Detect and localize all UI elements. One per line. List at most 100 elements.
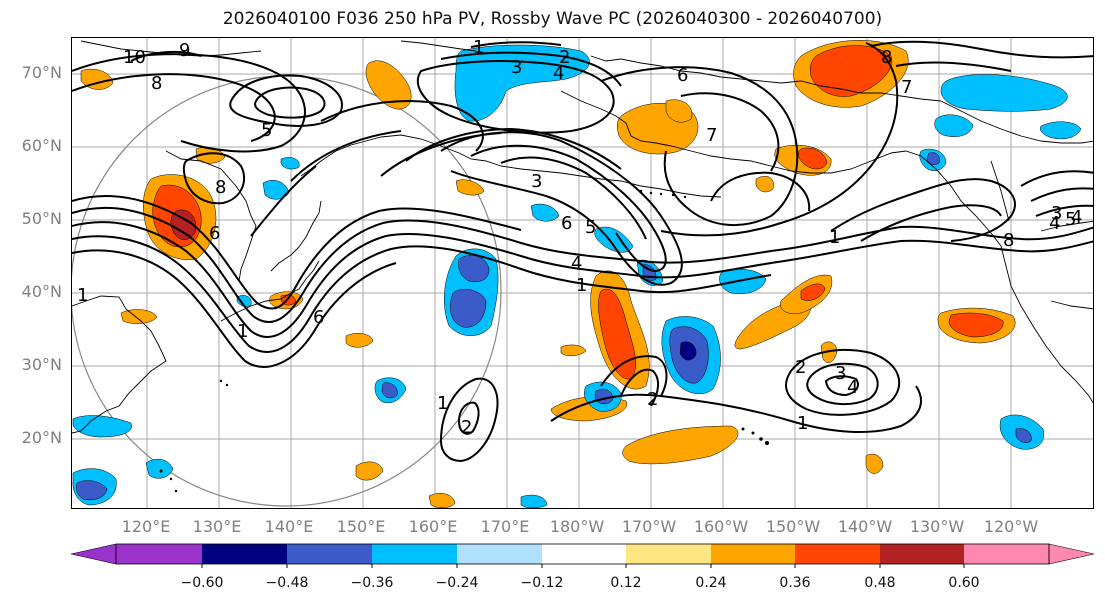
pv-contours	[72, 40, 1093, 463]
contour-north-3	[130, 50, 202, 62]
anomaly-positive-bering-small	[665, 99, 693, 123]
contour-labels: 10 9 8 1 2 3 4 7 8 7 6 5 3 6 5 4 1 6 8 1…	[77, 38, 1082, 438]
colorbar-outline	[115, 543, 1050, 565]
anomaly-positive-south-small	[355, 461, 384, 481]
contour-west-pac-3	[250, 165, 317, 237]
contour-label: 3	[531, 171, 542, 192]
contour-label: 5	[1065, 209, 1076, 230]
contour-ne-2	[895, 61, 1012, 72]
contour-label: 6	[209, 223, 220, 244]
colorbar-cell-2	[202, 544, 287, 564]
anomaly-negative-central-pacific-max	[679, 341, 697, 361]
anomaly-positive-small-sea	[560, 344, 587, 356]
contour-label: 2	[647, 389, 658, 410]
contour-label: 10	[123, 47, 146, 68]
anomaly-positive-kuril	[455, 179, 485, 196]
contour-arctic-3	[470, 41, 562, 48]
contour-dateline-low	[439, 377, 499, 463]
colorbar-cell-10	[880, 544, 964, 564]
colorbar-tick-label: 0.48	[864, 575, 896, 591]
contour-mid-4	[405, 127, 622, 170]
anomaly-negative-canada-east	[1040, 121, 1082, 140]
anomaly-negative-small-south	[520, 494, 548, 508]
anomaly-negative-west-small-core	[381, 382, 398, 399]
contour-label: 7	[706, 125, 717, 146]
contour-mid-3	[500, 156, 647, 240]
contour-label: 2	[461, 417, 472, 438]
contour-jet-1	[72, 221, 1093, 338]
contour-label: 3	[511, 57, 522, 78]
colorbar-cell-3	[287, 544, 372, 564]
anomaly-negative-korea-small	[280, 157, 300, 170]
anomaly-positive-south-pac	[428, 493, 456, 508]
contour-label: 8	[881, 47, 892, 68]
lon-label-150w: 150°W	[765, 517, 821, 536]
contour-label: 8	[1003, 230, 1014, 251]
anomaly-positive-sea-small	[120, 309, 158, 324]
anomaly-positive-hawaii-south	[865, 453, 884, 474]
contour-label: 2	[795, 357, 806, 378]
contour-label: 4	[1049, 213, 1060, 234]
contour-label: 9	[179, 40, 190, 61]
lon-label-130w: 130°W	[909, 517, 965, 536]
contour-label: 5	[585, 217, 596, 238]
contour-dateline-low-2	[457, 401, 480, 435]
colorbar-tick-label: 0.36	[779, 575, 811, 591]
negative-anomaly-regions	[72, 44, 1082, 508]
colorbar-cell-0	[70, 543, 117, 565]
lon-label-140e: 140°E	[264, 517, 314, 536]
contour-west-pac-2	[290, 130, 402, 182]
positive-anomaly-regions	[80, 40, 1016, 508]
lat-label-50n: 50°N	[21, 209, 62, 228]
contour-label: 1	[237, 321, 248, 342]
colorbar-cell-12	[1048, 543, 1095, 565]
contour-mid-2	[470, 144, 667, 273]
lon-label-120w: 120°W	[983, 517, 1039, 536]
anomaly-negative-canada	[934, 114, 974, 137]
contour-subtropic-high-2	[806, 362, 879, 405]
colorbar	[70, 543, 1095, 568]
contour-subtropic-high	[785, 349, 901, 416]
contour-loop-1	[229, 74, 343, 127]
contour-label: 6	[677, 65, 688, 86]
colorbar-cell-6	[542, 544, 626, 564]
anomaly-positive-japan-sea-max	[170, 209, 197, 240]
lon-label-120e: 120°E	[121, 517, 171, 536]
graticule	[72, 38, 1093, 508]
anomaly-positive-pacific-small	[345, 333, 374, 348]
contour-alaska-ridge	[600, 66, 799, 227]
contour-mid-1	[440, 131, 683, 286]
lat-label-60n: 60°N	[21, 136, 62, 155]
lon-label-160e: 160°E	[408, 517, 458, 536]
contour-arctic-1	[416, 60, 615, 134]
anomaly-positive-alaska-north-core	[809, 45, 893, 97]
colorbar-cell-4	[372, 544, 457, 564]
contour-subtropic-high-3	[824, 375, 859, 397]
colorbar-tick-label: −0.24	[435, 575, 479, 591]
colorbar-cell-1	[116, 544, 202, 564]
lon-label-170w: 170°W	[621, 517, 677, 536]
anomaly-negative-kamchatka	[530, 203, 560, 222]
colorbar-tick-label: 0.24	[695, 575, 727, 591]
contour-jet-2	[72, 235, 772, 353]
contour-north-1	[72, 53, 306, 153]
anomaly-negative-japan-small	[236, 295, 252, 307]
map-panel: 10 9 8 1 2 3 4 7 8 7 6 5 3 6 5 4 1 6 8 1…	[71, 37, 1094, 509]
contour-subtropic-3	[620, 368, 659, 407]
anomaly-negative-west-pacific-core-2	[450, 289, 487, 328]
contour-label: 1	[576, 275, 587, 296]
contour-label: 1	[797, 413, 808, 434]
contour-label: 4	[553, 63, 564, 84]
contour-loop-2	[254, 86, 326, 119]
contour-jet-3	[72, 207, 1093, 323]
contour-west-pac	[320, 100, 484, 152]
contour-alaska-ridge-3	[660, 42, 899, 237]
contour-label: 1	[437, 393, 448, 414]
lon-label-160w: 160°W	[693, 517, 749, 536]
anomaly-negative-taiwan	[72, 415, 132, 438]
lat-label-70n: 70°N	[21, 63, 62, 82]
anomaly-negative-philippine	[145, 458, 174, 479]
contour-east-4	[1030, 187, 1093, 202]
contour-label: 1	[473, 38, 484, 58]
contour-label: 1	[829, 227, 840, 248]
